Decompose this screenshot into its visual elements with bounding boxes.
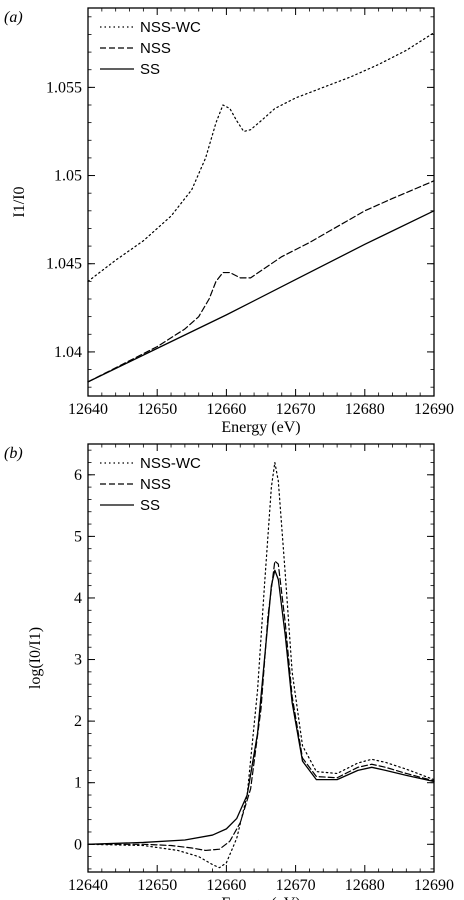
x-tick-label: 12640 — [68, 401, 108, 418]
plot-frame — [87, 443, 435, 873]
legend-label-nss-wc: NSS-WC — [140, 455, 201, 472]
y-tick-label: 1 — [74, 775, 82, 792]
y-tick-label: 0 — [74, 836, 82, 853]
series-line-ss — [87, 569, 435, 845]
x-tick-label: 12690 — [414, 401, 454, 418]
series-line-nss — [87, 180, 435, 383]
y-axis-label: log(I0/I1) — [27, 627, 44, 689]
y-tick-label: 1.045 — [46, 256, 82, 273]
x-tick-label: 12670 — [276, 877, 316, 894]
legend-label-ss: SS — [140, 497, 160, 514]
panel-label: (b) — [4, 445, 23, 462]
y-tick-label: 1.05 — [54, 168, 82, 185]
series-line-nss-wc — [87, 32, 435, 282]
x-tick-label: 12640 — [68, 877, 108, 894]
x-tick-label: 12660 — [206, 401, 246, 418]
x-tick-label: 12680 — [345, 401, 385, 418]
legend-label-nss-wc: NSS-WC — [140, 19, 201, 36]
y-tick-label: 5 — [74, 528, 82, 545]
y-tick-label: 6 — [74, 467, 82, 484]
x-axis-label: Energy (eV) — [221, 895, 300, 900]
y-tick-label: 2 — [74, 713, 82, 730]
chart-panel-b: 12640 12650 12660 12670 12680 12690 0 1 2 3 4 5 6 NSS… — [4, 443, 454, 900]
x-tick-label: 12650 — [137, 877, 177, 894]
series-line-nss — [87, 560, 435, 852]
x-tick-label: 12650 — [137, 401, 177, 418]
plot-frame — [87, 7, 435, 397]
legend-label-nss: NSS — [140, 476, 171, 493]
legend-label-ss: SS — [140, 61, 160, 78]
x-tick-label: 12670 — [276, 401, 316, 418]
chart-panel-a: 12640 12650 12660 12670 12680 12690 1.04 1.045 1… — [4, 7, 454, 436]
series-line-ss — [87, 210, 435, 383]
x-tick-label: 12690 — [414, 877, 454, 894]
y-axis-label: I1/I0 — [11, 186, 28, 217]
legend-label-nss: NSS — [140, 40, 171, 57]
y-tick-label: 1.055 — [46, 79, 82, 96]
y-tick-label: 4 — [74, 590, 82, 607]
y-tick-label: 1.04 — [54, 344, 82, 361]
series-line-nss-wc — [87, 461, 435, 869]
y-tick-label: 3 — [74, 652, 82, 669]
x-axis-label: Energy (eV) — [221, 419, 300, 436]
panel-label: (a) — [4, 9, 23, 26]
x-tick-label: 12660 — [206, 877, 246, 894]
x-tick-label: 12680 — [345, 877, 385, 894]
